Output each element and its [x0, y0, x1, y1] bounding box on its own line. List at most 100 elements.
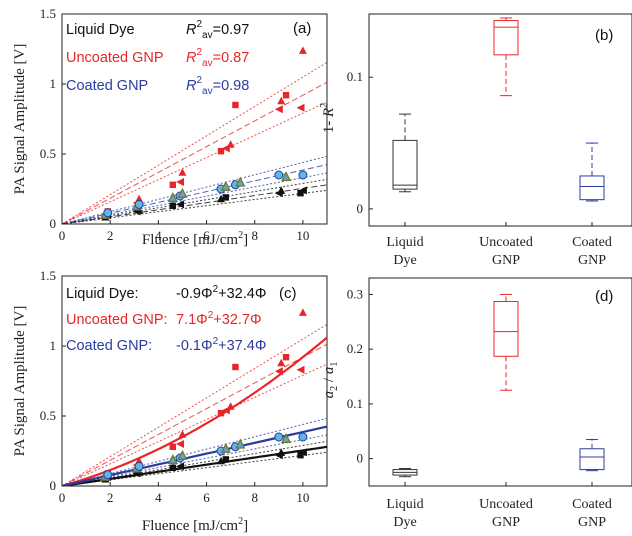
data-point-coated-gnp	[177, 187, 188, 198]
data-point-uncoated-gnp	[274, 367, 283, 376]
data-point-liquid-dye	[277, 186, 286, 194]
y-tick-label: 1.5	[40, 268, 56, 283]
data-point-uncoated-gnp	[282, 354, 290, 361]
data-point-coated-gnp	[103, 208, 113, 218]
chart-a-y-ticks: 0 0.5 1 1.5	[40, 6, 66, 231]
data-point-uncoated-gnp	[217, 148, 225, 155]
chart-c-legend-coated-fit: -0.1Φ2+37.4Φ	[176, 336, 266, 354]
chart-c-legend-dye: Liquid Dye:	[66, 286, 139, 302]
chart-b-plot-area	[392, 17, 605, 226]
chart-c-legend-dye-fit: -0.9Φ2+32.4Φ	[176, 284, 266, 302]
x-tick-label: 2	[107, 490, 114, 505]
data-point-coated-gnp	[235, 438, 246, 449]
data-point-liquid-dye	[298, 186, 307, 195]
fit-line-uncoated-gnp	[62, 343, 327, 486]
plot-content	[62, 308, 327, 486]
data-point-uncoated-gnp	[296, 103, 305, 112]
x-tick-label: 8	[251, 490, 258, 505]
data-point-liquid-dye	[298, 448, 307, 457]
x-tick-label: 0	[59, 228, 66, 243]
chart-a-frame	[61, 13, 328, 225]
chart-a-legend-dye-fit: R2av=0.97	[186, 19, 249, 41]
chart-a-legend-coated-fit: R2av=0.98	[186, 75, 249, 97]
chart-c-legend-uncoated: Uncoated GNP:	[66, 312, 168, 328]
category-label-uncoated-gnp: Uncoated	[479, 497, 533, 512]
chart-d-panel-label: (d)	[595, 288, 613, 305]
chart-d-y-ticks: 0 0.1 0.2 0.3	[347, 286, 373, 466]
chart-a-legend-dye: Liquid Dye	[66, 22, 135, 38]
data-point-uncoated-gnp	[169, 181, 177, 188]
data-point-coated-gnp	[134, 199, 144, 209]
box-uncoated-gnp	[493, 301, 519, 357]
category-label-liquid-dye: Liquid	[386, 235, 423, 250]
box-liquid-dye	[392, 139, 418, 190]
chart-d-plot-area	[392, 293, 605, 486]
data-point-uncoated-gnp	[296, 365, 305, 374]
y-tick-label: 0	[357, 201, 364, 216]
data-point-liquid-dye	[277, 448, 286, 456]
data-point-uncoated-gnp	[226, 402, 235, 410]
chart-a-plot-area	[62, 46, 327, 224]
y-tick-label: 0.5	[40, 408, 56, 423]
chart-b-ylabel: 1- R2	[319, 103, 337, 133]
data-point-coated-gnp	[177, 449, 188, 460]
y-tick-label: 0	[50, 478, 57, 493]
fit-line-uncoated-gnp	[62, 81, 327, 224]
data-point-uncoated-gnp	[232, 363, 239, 371]
data-point-uncoated-gnp	[277, 96, 286, 105]
chart-c-x-ticks: 0 2 4 6 8 10	[59, 482, 309, 505]
chart-a-legend-uncoated-fit: R2av=0.87	[186, 47, 249, 69]
data-point-coated-gnp	[274, 170, 284, 180]
data-point-coated-gnp	[274, 432, 284, 442]
category-label-coated-gnp: GNP	[578, 253, 606, 268]
data-point-liquid-dye	[176, 200, 185, 209]
category-label-liquid-dye: Dye	[393, 253, 416, 268]
category-label-uncoated-gnp: GNP	[492, 253, 520, 268]
chart-d-ylabel: a2 / a1	[321, 362, 340, 399]
category-label-liquid-dye: Liquid	[386, 497, 423, 512]
y-tick-label: 0.3	[347, 286, 363, 301]
data-point-uncoated-gnp	[232, 101, 239, 109]
chart-c: 0 2 4 6 8 10 0 0.5 1 1.5 Fluence [mJ/cm2] PA Sig…	[12, 268, 328, 534]
data-point-coated-gnp	[103, 470, 113, 480]
chart-c-frame	[61, 275, 328, 487]
data-point-uncoated-gnp	[298, 46, 307, 54]
fit-line-liquid-dye	[62, 189, 327, 224]
chart-a-legend-coated: Coated GNP	[66, 78, 148, 94]
category-label-coated-gnp: Coated	[572, 235, 612, 250]
chart-d: 0 0.1 0.2 0.3 Liquid Dye Uncoated GNP Coated GNP…	[321, 277, 632, 530]
chart-a-xlabel: Fluence [mJ/cm2]	[142, 230, 248, 248]
chart-d-frame	[368, 277, 632, 487]
chart-a: 0 2 4 6 8 10 0 0.5 1 1.5 Fluence [mJ/cm2] PA Sig…	[12, 6, 328, 248]
x-tick-label: 6	[203, 490, 210, 505]
chart-c-legend: Liquid Dye: -0.9Φ2+32.4Φ Uncoated GNP: 7…	[66, 284, 266, 354]
data-point-liquid-dye	[297, 190, 304, 197]
data-point-coated-gnp	[220, 180, 231, 191]
x-tick-label: 8	[251, 228, 258, 243]
data-point-uncoated-gnp	[176, 178, 185, 186]
data-point-liquid-dye	[222, 194, 230, 201]
chart-a-x-ticks: 0 2 4 6 8 10	[59, 220, 309, 243]
data-point-uncoated-gnp	[274, 105, 283, 114]
y-tick-label: 0.1	[347, 69, 363, 84]
data-point-uncoated-gnp	[277, 358, 286, 367]
x-tick-label: 4	[155, 228, 162, 243]
chart-c-y-ticks: 0 0.5 1 1.5	[40, 268, 66, 493]
fit-line-uncoated-gnp	[62, 101, 327, 224]
category-label-uncoated-gnp: Uncoated	[479, 235, 533, 250]
y-tick-label: 0.5	[40, 146, 56, 161]
box-coated-gnp	[579, 448, 605, 471]
data-point-uncoated-gnp	[217, 410, 225, 417]
data-point-uncoated-gnp	[226, 140, 235, 148]
data-point-uncoated-gnp	[169, 443, 177, 450]
data-point-coated-gnp	[280, 170, 292, 182]
data-point-coated-gnp	[235, 176, 246, 187]
chart-b-y-ticks: 00.1	[347, 69, 373, 216]
data-point-uncoated-gnp	[176, 440, 185, 448]
data-point-uncoated-gnp	[282, 92, 290, 99]
plot-content	[62, 46, 327, 224]
data-point-liquid-dye	[297, 452, 304, 459]
data-point-uncoated-gnp	[178, 168, 187, 176]
